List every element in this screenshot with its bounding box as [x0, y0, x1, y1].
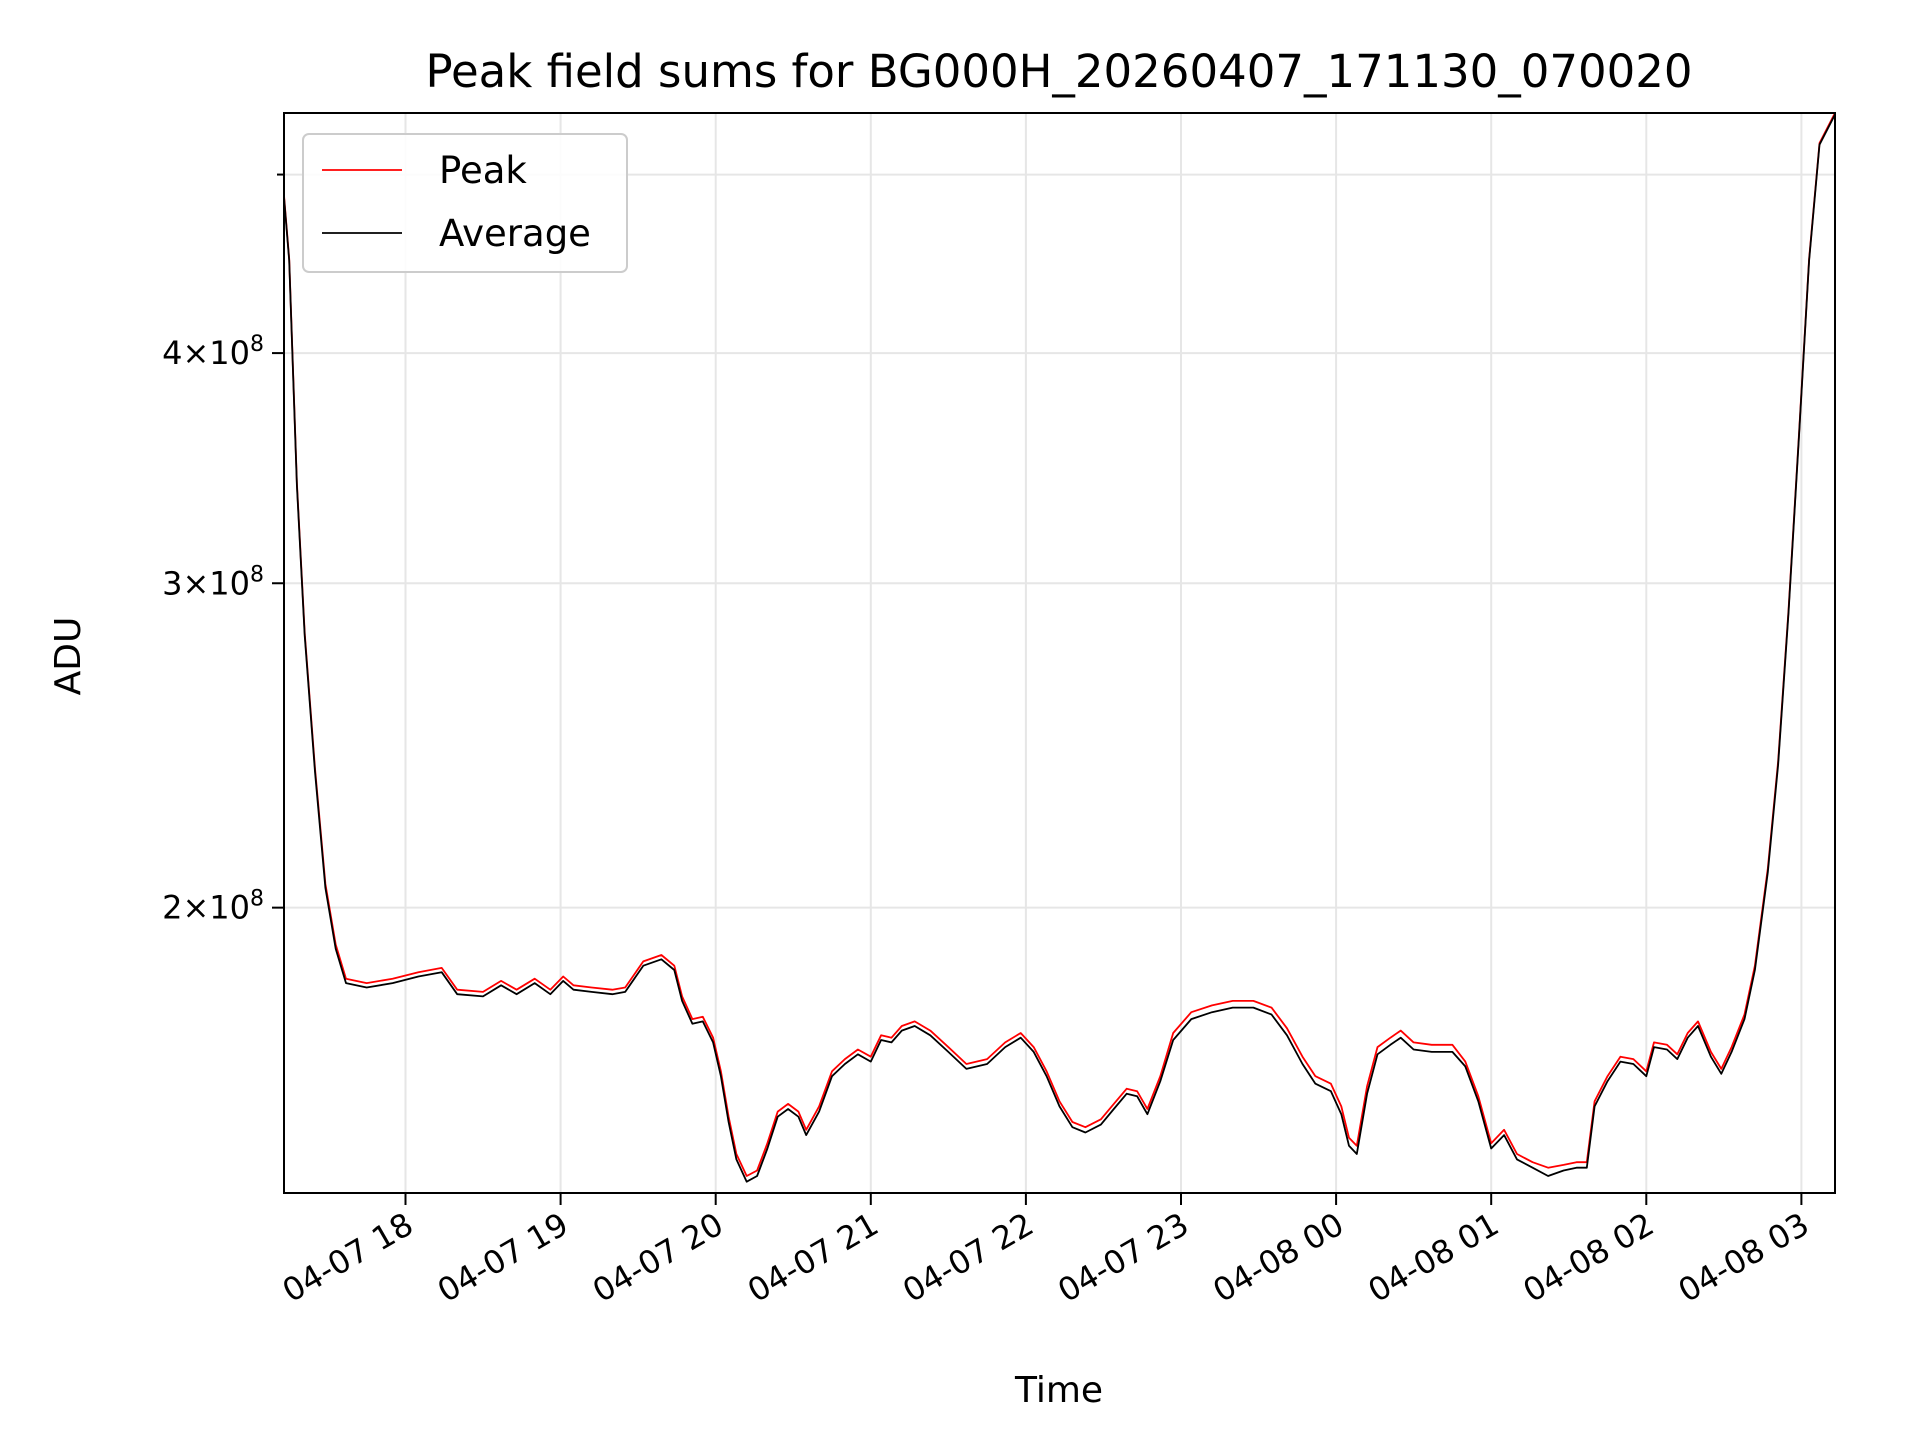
series-lines	[284, 113, 1835, 1183]
chart-title: Peak field sums for BG000H_20260407_1711…	[425, 45, 1692, 98]
x-axis-label: Time	[1014, 1370, 1103, 1411]
legend-box	[302, 133, 628, 273]
legend: Peak Average	[302, 133, 628, 273]
legend-label-average: Average	[439, 212, 591, 255]
grid	[284, 113, 1835, 1193]
y-tick-label: 2×108	[162, 887, 264, 927]
y-tick-label: 4×108	[162, 332, 264, 372]
series-line-average	[284, 114, 1835, 1183]
plot-frame	[283, 112, 1836, 1194]
y-tick-label: 3×108	[162, 562, 264, 602]
y-axis-label: ADU	[48, 617, 89, 696]
y-axis-ticks: 2×108 3×108 4×108	[162, 173, 284, 927]
series-line-peak	[284, 113, 1835, 1177]
legend-label-peak: Peak	[439, 149, 527, 192]
